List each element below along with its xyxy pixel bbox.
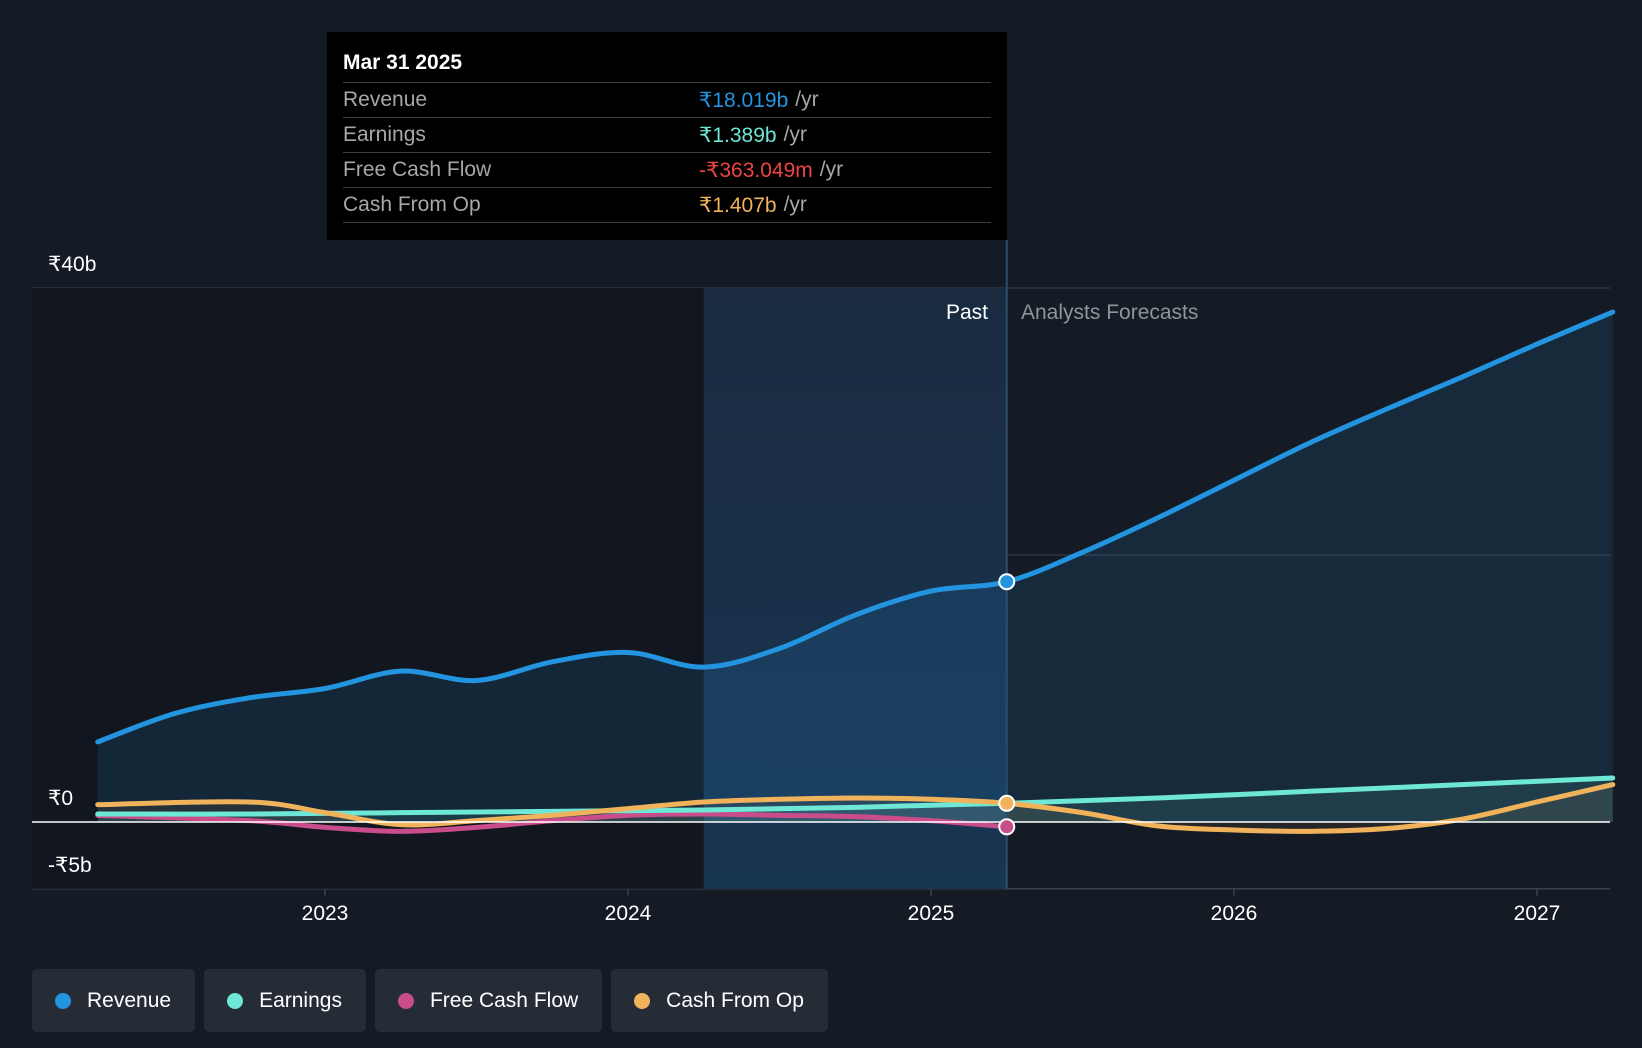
tooltip-row-earnings: Earnings ₹1.389b /yr bbox=[343, 117, 991, 152]
revenue-line bbox=[95, 309, 1616, 745]
x-tick-label-2024: 2024 bbox=[604, 902, 652, 925]
legend-dot-icon bbox=[227, 992, 244, 1009]
tooltip-date: Mar 31 2025 bbox=[343, 51, 463, 74]
tooltip-unit: /yr bbox=[819, 158, 844, 181]
free-cash-flow-line bbox=[95, 811, 1010, 834]
x-tick-label-2027: 2027 bbox=[1513, 902, 1561, 925]
series-line-layer bbox=[32, 240, 1616, 889]
x-tick-label-2026: 2026 bbox=[1210, 902, 1258, 925]
tooltip-value: ₹1.407b bbox=[699, 193, 777, 217]
cash-from-op-point bbox=[998, 794, 1016, 812]
legend-dot-icon bbox=[55, 992, 71, 1009]
legend-item-earnings[interactable]: Earnings bbox=[204, 969, 366, 1032]
legend-label: Free Cash Flow bbox=[429, 988, 579, 1012]
revenue-point bbox=[998, 573, 1016, 591]
tooltip-unit: /yr bbox=[783, 123, 807, 146]
earnings-area bbox=[97, 777, 1613, 822]
legend-dot-icon bbox=[634, 992, 651, 1009]
legend-label: Cash From Op bbox=[666, 988, 804, 1012]
y-tick-label-bottom: -₹5b bbox=[48, 854, 92, 877]
legend-label: Earnings bbox=[259, 988, 342, 1012]
tooltip-row-free-cash-flow: Free Cash Flow -₹363.049m /yr bbox=[343, 152, 991, 187]
y-tick-label-top: ₹40b bbox=[48, 253, 97, 276]
revenue-area bbox=[97, 312, 1613, 822]
tooltip-label: Cash From Op bbox=[343, 193, 481, 216]
legend-label: Revenue bbox=[87, 988, 172, 1012]
tooltip-value: ₹1.389b bbox=[699, 123, 777, 147]
x-tick-label-2025: 2025 bbox=[907, 902, 955, 925]
earnings-line bbox=[95, 775, 1616, 817]
x-tick-label-2023: 2023 bbox=[301, 902, 349, 925]
highlight-marker-layer bbox=[998, 573, 1016, 836]
legend-item-free-cash-flow[interactable]: Free Cash Flow bbox=[374, 969, 603, 1032]
tooltip-value: ₹18.019b bbox=[699, 88, 789, 112]
y-tick-label-zero: ₹0 bbox=[48, 787, 74, 810]
tooltip-row-cash-from-op: Cash From Op ₹1.407b /yr bbox=[343, 187, 991, 223]
tooltip-value: -₹363.049m bbox=[699, 158, 813, 182]
legend-dot-icon bbox=[397, 992, 414, 1009]
data-tooltip: Mar 31 2025 Revenue ₹18.019b /yr Earning… bbox=[327, 32, 1007, 240]
legend-item-revenue[interactable]: Revenue bbox=[32, 969, 196, 1032]
legend-item-cash-from-op[interactable]: Cash From Op bbox=[611, 969, 828, 1032]
tooltip-unit: /yr bbox=[795, 88, 819, 111]
tooltip-label: Earnings bbox=[343, 123, 426, 146]
tooltip-label: Free Cash Flow bbox=[343, 158, 492, 181]
tooltip-unit: /yr bbox=[783, 193, 807, 216]
tooltip-row-revenue: Revenue ₹18.019b /yr bbox=[343, 82, 991, 117]
past-label: Past bbox=[945, 301, 988, 324]
legend: Revenue Earnings Free Cash Flow Cash Fro… bbox=[32, 969, 828, 1032]
forecast-label: Analysts Forecasts bbox=[1021, 301, 1199, 324]
tooltip-label: Revenue bbox=[343, 88, 428, 111]
free-cash-flow-point bbox=[998, 818, 1016, 836]
cash-from-op-line bbox=[95, 782, 1616, 834]
